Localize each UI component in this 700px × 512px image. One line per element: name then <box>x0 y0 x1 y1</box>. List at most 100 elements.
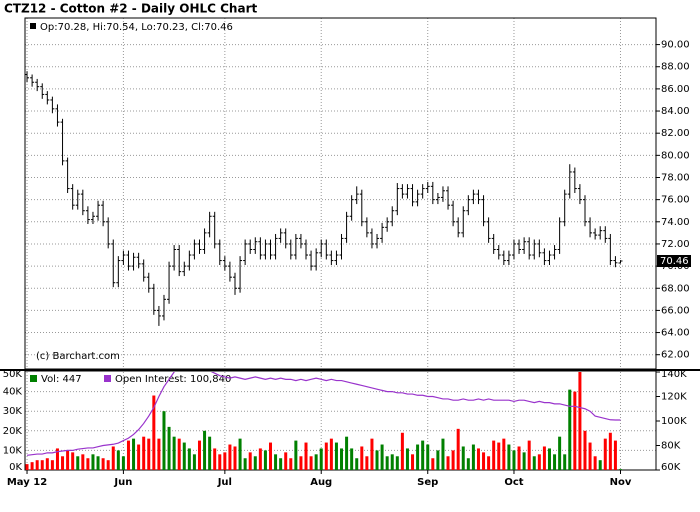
volume-bar <box>233 446 237 470</box>
volume-bar <box>304 442 308 470</box>
volume-bar <box>542 446 546 470</box>
oi-tick-label: 60K <box>661 462 681 473</box>
volume-tick-label: 20K <box>3 426 23 437</box>
y-tick-label: 90.00 <box>661 40 690 51</box>
volume-bar <box>172 436 176 470</box>
legend-swatch <box>30 375 37 382</box>
y-tick-label: 78.00 <box>661 172 690 183</box>
volume-bar <box>446 456 450 470</box>
volume-bar <box>40 460 44 470</box>
volume-bar <box>279 458 283 470</box>
volume-bar <box>137 444 141 470</box>
oi-tick-label: 100K <box>661 416 687 427</box>
volume-bar <box>76 456 80 470</box>
volume-bar <box>152 395 156 470</box>
volume-bar <box>238 438 242 470</box>
volume-bar <box>431 458 435 470</box>
volume-bar <box>588 442 592 470</box>
volume-bar <box>111 446 115 470</box>
volume-bar <box>218 454 222 470</box>
volume-bar <box>132 438 136 470</box>
volume-bar <box>400 432 404 470</box>
volume-bar <box>482 452 486 470</box>
volume-bar <box>142 436 146 470</box>
volume-bar <box>126 440 130 470</box>
volume-bar <box>116 450 120 470</box>
volume-bar <box>583 430 587 470</box>
oi-legend: Open Interest: 100,840 <box>115 374 231 385</box>
volume-bar <box>471 444 475 470</box>
volume-bar <box>81 454 85 470</box>
volume-bar <box>269 442 273 470</box>
volume-bar <box>390 454 394 470</box>
y-tick-label: 72.00 <box>661 239 690 250</box>
volume-bar <box>187 448 191 470</box>
volume-bar <box>253 456 257 470</box>
volume-bar <box>106 460 110 470</box>
volume-bar <box>618 469 622 470</box>
volume-bar <box>192 454 196 470</box>
volume-bar <box>314 454 318 470</box>
volume-bar <box>416 444 420 470</box>
volume-bar <box>451 450 455 470</box>
legend-swatch <box>30 23 36 29</box>
volume-bar <box>476 448 480 470</box>
volume-bar <box>345 436 349 470</box>
volume-bar <box>243 458 247 470</box>
volume-bar <box>55 448 59 470</box>
volume-bar <box>71 452 75 470</box>
open-interest-line <box>26 372 621 456</box>
volume-bar <box>25 464 29 470</box>
volume-bar <box>299 456 303 470</box>
volume-bar <box>147 438 151 470</box>
volume-bar <box>61 456 65 470</box>
volume-bar <box>86 458 90 470</box>
volume-bar <box>512 450 516 470</box>
volume-bar <box>274 454 278 470</box>
last-price-label: 70.46 <box>660 256 689 267</box>
volume-bar <box>532 456 536 470</box>
volume-bar <box>527 440 531 470</box>
volume-tick-label: 40K <box>3 387 23 398</box>
volume-bar <box>537 454 541 470</box>
volume-bar <box>492 440 496 470</box>
volume-bar <box>487 456 491 470</box>
legend-swatch <box>104 375 111 382</box>
volume-bar <box>289 458 293 470</box>
last-price-box <box>657 255 691 268</box>
y-tick-label: 74.00 <box>661 217 690 228</box>
chart-title: CTZ12 - Cotton #2 - Daily OHLC Chart <box>4 2 257 16</box>
copyright: (c) Barchart.com <box>36 351 120 362</box>
oi-tick-label: 120K <box>661 392 687 403</box>
volume-bar <box>563 454 567 470</box>
y-tick-label: 68.00 <box>661 283 690 294</box>
volume-bar <box>309 456 313 470</box>
volume-tick-label: 30K <box>3 406 23 417</box>
volume-bar <box>370 438 374 470</box>
volume-bar <box>294 440 298 470</box>
volume-bar <box>380 444 384 470</box>
volume-bar <box>507 444 511 470</box>
volume-bar <box>228 444 232 470</box>
ohlc-legend: Op:70.28, Hi:70.54, Lo:70.23, Cl:70.46 <box>40 22 233 33</box>
volume-bar <box>441 438 445 470</box>
y-tick-label: 84.00 <box>661 106 690 117</box>
volume-bar <box>558 436 562 470</box>
x-tick-label: Oct <box>504 477 523 488</box>
oi-group <box>26 372 621 456</box>
volume-bar <box>517 446 521 470</box>
volume-bar <box>223 452 227 470</box>
volume-bar <box>502 438 506 470</box>
volume-bar <box>319 448 323 470</box>
volume-bar <box>258 448 262 470</box>
volume-tick-label: 0K <box>9 462 22 473</box>
volume-bar <box>497 442 501 470</box>
volume-bar <box>360 446 364 470</box>
volume-bar <box>248 452 252 470</box>
volume-bar <box>329 438 333 470</box>
x-tick-label: Jul <box>217 477 232 488</box>
volume-bar <box>177 438 181 470</box>
volume-bar <box>182 442 186 470</box>
volume-bar <box>598 460 602 470</box>
